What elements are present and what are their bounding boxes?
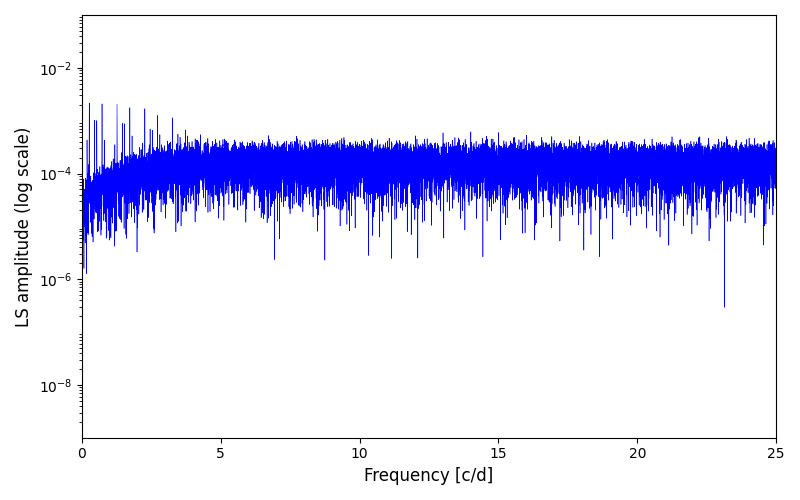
Y-axis label: LS amplitude (log scale): LS amplitude (log scale) — [15, 126, 33, 326]
X-axis label: Frequency [c/d]: Frequency [c/d] — [364, 467, 494, 485]
